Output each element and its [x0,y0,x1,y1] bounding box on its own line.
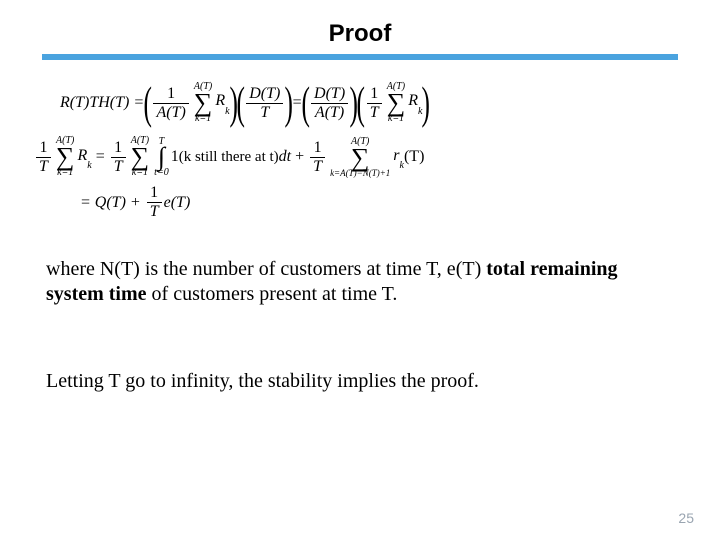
equation-row-3: = Q(T) + 1 T e(T) [80,184,678,221]
equation-row-1: R(T)TH(T) = ( 1 A(T) A(T) ∑ k=1 Rk ) ( D… [60,82,678,124]
body-paragraph-1: where N(T) is the number of customers at… [46,257,666,307]
page-number: 25 [678,510,694,526]
equation-row-2: 1 T A(T) ∑ k=1 Rk = 1 T A(T) ∑ k=1 [34,136,678,178]
body-paragraph-2: Letting T go to infinity, the stability … [46,369,666,394]
title-rule [42,54,678,60]
equation-block: R(T)TH(T) = ( 1 A(T) A(T) ∑ k=1 Rk ) ( D… [50,82,678,221]
slide-title: Proof [42,20,678,48]
